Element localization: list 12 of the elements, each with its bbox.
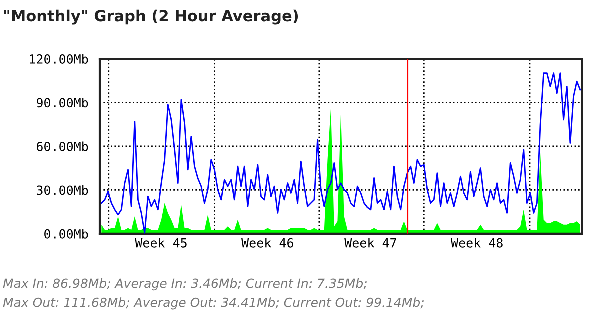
y-tick-label: 90.00Mb [36, 98, 88, 108]
y-tick-label: 120.00Mb [30, 54, 88, 64]
x-tick-label: Week 46 [242, 238, 294, 248]
chart-title: "Monthly" Graph (2 Hour Average) [4, 10, 298, 25]
y-tick-label: 30.00Mb [37, 185, 88, 196]
x-tick-label: Week 47 [344, 238, 396, 248]
x-tick-label: Week 48 [451, 238, 503, 248]
x-tick-label: Week 45 [135, 238, 187, 248]
text: Max In: 86.98Mb; Average In: 3.46Mb; Current In: 7.35Mb; [3, 278, 367, 291]
y-tick-label: 0.00Mb [44, 229, 88, 239]
text: Max Out: 111.68Mb; Average Out: 34.41Mb; Current Out: 99.14Mb; [3, 298, 424, 310]
y-tick-label: 60.00Mb [37, 142, 88, 152]
